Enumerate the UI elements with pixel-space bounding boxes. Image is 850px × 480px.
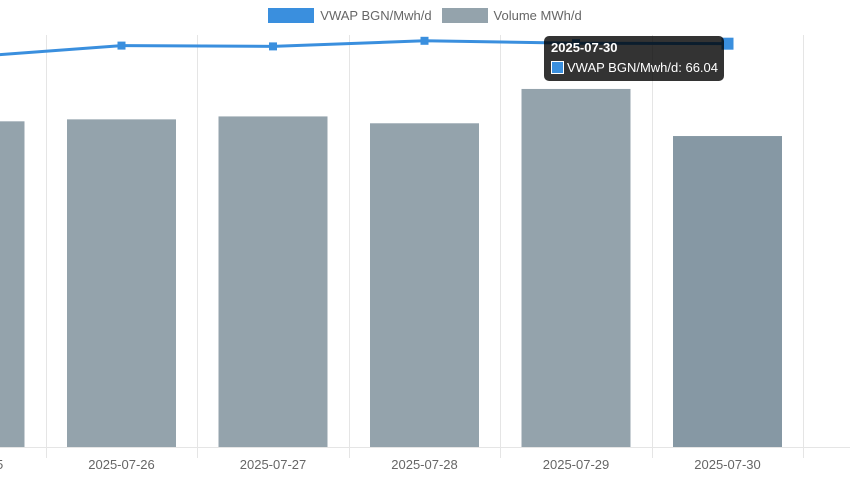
- legend-item-vwap[interactable]: VWAP BGN/Mwh/d: [268, 8, 432, 23]
- tooltip-value: VWAP BGN/Mwh/d: 66.04: [567, 60, 719, 75]
- volume-bar[interactable]: [67, 119, 176, 447]
- vwap-point[interactable]: [117, 41, 126, 50]
- x-tick-label: 2025-07-28: [391, 457, 458, 472]
- tooltip-swatch: [551, 61, 564, 74]
- tooltip-title: 2025-07-30: [551, 40, 618, 55]
- grid-lines: [0, 35, 850, 458]
- legend-item-volume[interactable]: Volume MWh/d: [441, 8, 582, 23]
- tooltip: 2025-07-30 VWAP BGN/Mwh/d: 66.04: [544, 36, 724, 81]
- volume-bar[interactable]: [218, 116, 328, 448]
- volume-bars: [0, 88, 782, 448]
- legend-swatch-volume: [441, 8, 488, 23]
- volume-bar[interactable]: [0, 121, 25, 448]
- vwap-point[interactable]: [269, 42, 277, 51]
- x-tick-label: 2025-07-27: [240, 457, 307, 472]
- legend-label-vwap: VWAP BGN/Mwh/d: [320, 8, 432, 23]
- x-tick-label: 2025-07-26: [88, 457, 155, 472]
- vwap-point[interactable]: [420, 36, 429, 45]
- x-tick-label: 2025-07-30: [694, 457, 761, 472]
- volume-bar[interactable]: [673, 136, 782, 448]
- volume-bar[interactable]: [521, 88, 631, 447]
- chart-legend: VWAP BGN/Mwh/d Volume MWh/d: [0, 8, 850, 23]
- tooltip-body: VWAP BGN/Mwh/d: 66.04: [551, 60, 718, 75]
- vwap-point[interactable]: [721, 37, 734, 50]
- x-tick-label: 2025-07-25: [0, 457, 3, 472]
- legend-swatch-vwap: [268, 8, 315, 23]
- x-axis-ticks: 2025-07-25 2025-07-26 2025-07-27 2025-07-28…: [0, 457, 761, 472]
- volume-bar[interactable]: [370, 123, 479, 448]
- x-tick-label: 2025-07-29: [543, 457, 610, 472]
- legend-label-volume: Volume MWh/d: [493, 8, 582, 23]
